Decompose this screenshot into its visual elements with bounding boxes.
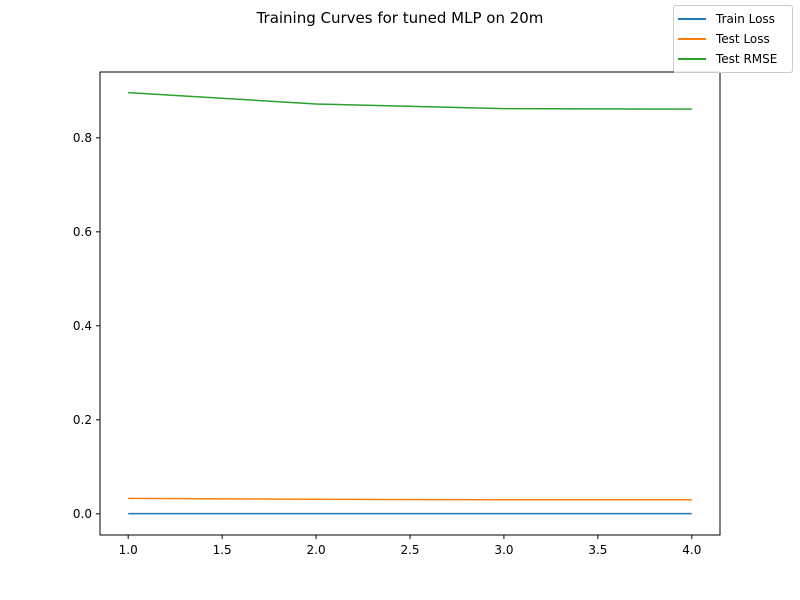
series-line-test-loss: [128, 497, 692, 501]
legend-label: Train Loss: [716, 12, 775, 26]
x-tick-label: 1.0: [119, 543, 138, 557]
y-axis: 0.0 0.2 0.4 0.6 0.8: [73, 131, 100, 521]
y-tick-label: 0.8: [73, 131, 92, 145]
y-tick-label: 0.4: [73, 319, 92, 333]
axes-frame: [99, 71, 721, 536]
x-tick-label: 2.0: [307, 543, 326, 557]
x-axis: 1.0 1.5 2.0 2.5 3.0 3.5 4.0: [119, 535, 701, 557]
legend-swatch: [678, 58, 706, 60]
legend-entry: Test Loss: [678, 29, 788, 49]
legend: Train Loss Test Loss Test RMSE: [673, 5, 793, 73]
x-tick-label: 4.0: [682, 543, 701, 557]
y-tick-label: 0.0: [73, 507, 92, 521]
x-tick-label: 1.5: [213, 543, 232, 557]
legend-entry: Train Loss: [678, 9, 788, 29]
x-tick-label: 3.0: [494, 543, 513, 557]
legend-entry: Test RMSE: [678, 49, 788, 69]
x-tick-label: 2.5: [400, 543, 419, 557]
y-tick-label: 0.2: [73, 413, 92, 427]
legend-swatch: [678, 18, 706, 20]
legend-label: Test RMSE: [716, 52, 778, 66]
series-layer: [128, 91, 692, 515]
y-tick-label: 0.6: [73, 225, 92, 239]
series-line-test-rmse: [128, 91, 692, 110]
chart-title: Training Curves for tuned MLP on 20m: [256, 9, 544, 27]
legend-label: Test Loss: [716, 32, 770, 46]
x-tick-label: 3.5: [588, 543, 607, 557]
legend-swatch: [678, 38, 706, 40]
